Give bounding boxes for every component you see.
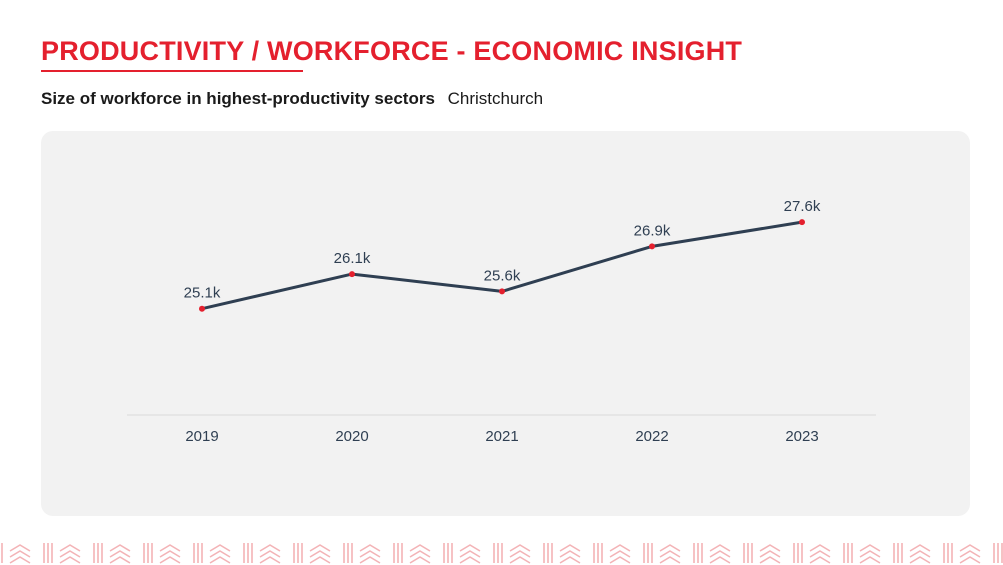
chevron-motif	[243, 543, 281, 564]
data-label: 25.6k	[484, 267, 521, 284]
data-label: 27.6k	[784, 198, 821, 215]
chevron-motif	[1, 543, 31, 564]
chevron-motif	[943, 543, 981, 564]
decorative-chevron-pattern	[1, 543, 1003, 564]
x-tick-label: 2020	[335, 428, 368, 445]
chevron-motif	[843, 543, 881, 564]
data-point	[349, 271, 355, 278]
chevron-motif	[693, 543, 731, 564]
chevron-motif	[143, 543, 181, 564]
subtitle-text: Size of workforce in highest-productivit…	[41, 89, 435, 108]
chart-panel: 25.1k 2019 26.1k 2020 25.6k 2021 26.9k 2022 27.6…	[41, 131, 970, 516]
x-tick-label: 2022	[635, 428, 668, 445]
chevron-motif	[93, 543, 131, 564]
data-point	[649, 243, 655, 250]
data-point	[799, 219, 805, 226]
chevron-motif	[193, 543, 231, 564]
chart-subtitle: Size of workforce in highest-productivit…	[41, 89, 543, 109]
x-tick-label: 2023	[785, 428, 818, 445]
line-chart: 25.1k 2019 26.1k 2020 25.6k 2021 26.9k 2022 27.6…	[127, 198, 876, 445]
series-line	[200, 220, 804, 311]
x-tick-label: 2019	[185, 428, 218, 445]
data-point	[499, 288, 505, 295]
chevron-motif	[643, 543, 681, 564]
chevron-motif	[743, 543, 781, 564]
data-label: 26.9k	[634, 222, 671, 239]
chevron-motif	[443, 543, 481, 564]
page-title: PRODUCTIVITY / WORKFORCE - ECONOMIC INSI…	[41, 36, 743, 66]
chevron-motif	[543, 543, 581, 564]
chevron-motif	[43, 543, 81, 564]
region-label: Christchurch	[447, 89, 544, 108]
data-label: 25.1k	[184, 285, 221, 302]
chevron-motif	[293, 543, 331, 564]
chevron-motif	[793, 543, 831, 564]
chevron-motif	[493, 543, 531, 564]
x-tick-label: 2021	[485, 428, 518, 445]
chevron-motif	[393, 543, 431, 564]
data-point	[199, 305, 205, 312]
chevron-motif	[893, 543, 931, 564]
chevron-motif	[343, 543, 381, 564]
chevron-motif	[993, 543, 1003, 563]
title-underline	[41, 70, 303, 72]
chevron-motif	[593, 543, 631, 564]
data-label: 26.1k	[334, 250, 371, 267]
